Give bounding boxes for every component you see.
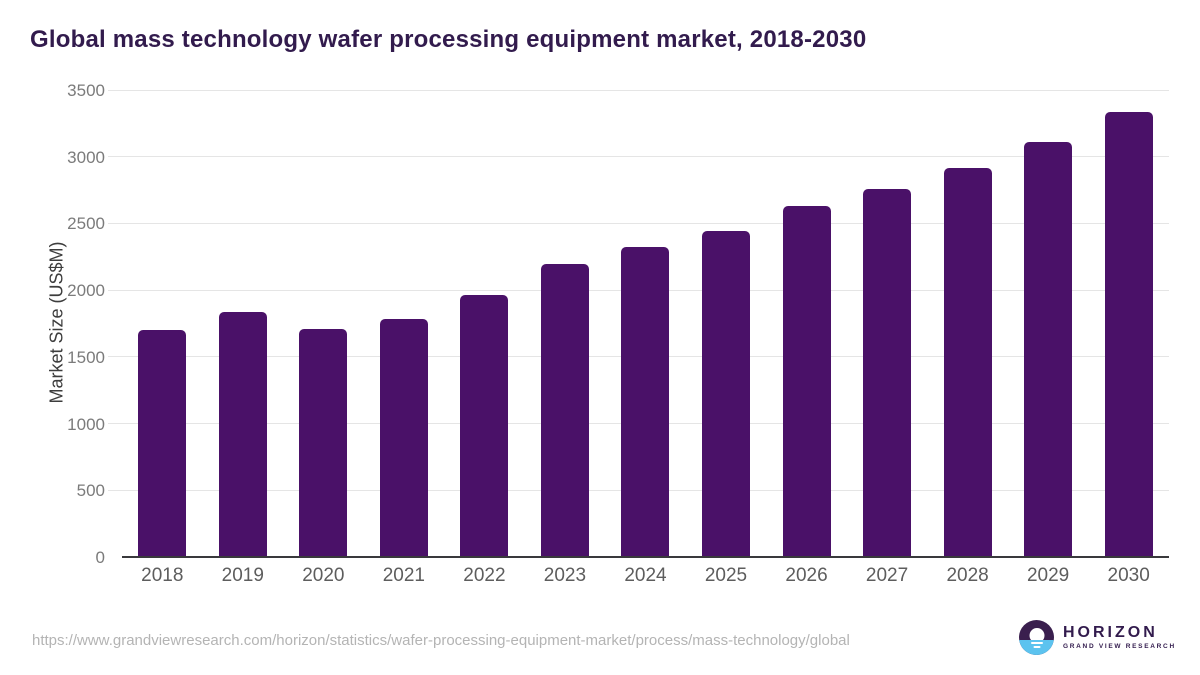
x-tick-label-2022: 2022 <box>463 565 506 586</box>
y-tick-label: 0 <box>95 548 105 567</box>
chart-title: Global mass technology wafer processing … <box>30 26 867 53</box>
bar-slot <box>847 90 928 557</box>
bar-slot <box>525 90 606 557</box>
gridline-3000 <box>108 156 1169 158</box>
gridline-2500 <box>108 222 1169 224</box>
y-tick-label: 3500 <box>67 81 105 100</box>
bar-2028 <box>943 168 992 557</box>
x-tick-label-2019: 2019 <box>221 565 264 586</box>
bar-slot <box>364 90 445 557</box>
y-tick-label: 500 <box>76 481 105 501</box>
plot-area <box>108 89 1169 558</box>
y-tick-label: 3000 <box>67 147 105 167</box>
x-tick-label-2020: 2020 <box>302 565 345 586</box>
x-tick-label-2029: 2029 <box>1026 565 1070 586</box>
bar-2029 <box>1024 142 1073 557</box>
bar-slot <box>122 90 203 557</box>
y-tick-label: 2500 <box>67 214 105 234</box>
bar-2023 <box>540 264 589 557</box>
bar-2027 <box>863 188 912 557</box>
x-tick-label-2025: 2025 <box>704 565 748 586</box>
bar-2024 <box>621 247 670 557</box>
source-url: https://www.grandviewresearch.com/horizo… <box>32 632 850 649</box>
horizon-logo-icon <box>1019 620 1054 655</box>
bar-2018 <box>138 330 187 557</box>
x-axis-line <box>122 556 1169 558</box>
bar-2020 <box>299 328 348 557</box>
x-tick-label-2023: 2023 <box>543 565 587 586</box>
sun-icon <box>1029 628 1044 643</box>
water-icon <box>1019 640 1054 655</box>
x-tick-label-2021: 2021 <box>382 565 425 586</box>
x-tick-label-2018: 2018 <box>141 565 184 586</box>
x-tick-label-2024: 2024 <box>624 565 667 586</box>
gridline-3500 <box>108 89 1169 91</box>
bar-slot <box>1008 90 1089 557</box>
bar-slot <box>1088 90 1169 557</box>
y-tick-label: 1500 <box>67 347 105 367</box>
bar-2026 <box>782 206 831 557</box>
x-tick-label-2026: 2026 <box>785 565 828 586</box>
x-tick-label-2027: 2027 <box>865 565 909 586</box>
bar-slot <box>444 90 525 557</box>
logo-sub-brand: GRAND VIEW RESEARCH <box>1063 642 1176 650</box>
bar-slot <box>283 90 364 557</box>
horizon-logo: HORIZON GRAND VIEW RESEARCH <box>1019 620 1176 655</box>
x-tick-label-2030: 2030 <box>1107 565 1150 586</box>
bar-slot <box>766 90 847 557</box>
x-tick-label-2028: 2028 <box>946 565 989 586</box>
bar-2030 <box>1104 112 1153 557</box>
y-tick-label: 1000 <box>67 414 105 434</box>
logo-brand: HORIZON <box>1063 623 1158 641</box>
bar-slot <box>686 90 767 557</box>
bar-slot <box>605 90 686 557</box>
y-axis-labels: 0 500 1000 1500 2000 2500 3000 3500 <box>0 81 105 567</box>
x-axis-labels: 2018 2019 2020 2021 2022 2023 2024 2025 2026 2027… <box>122 565 1169 587</box>
bar-2021 <box>379 318 428 557</box>
y-tick-label: 2000 <box>67 281 105 301</box>
bar-slot <box>203 90 284 557</box>
bar-slot <box>927 90 1008 557</box>
bars-row <box>122 90 1169 557</box>
bar-2025 <box>701 230 750 557</box>
bar-2022 <box>460 295 509 557</box>
bar-2019 <box>218 311 267 557</box>
